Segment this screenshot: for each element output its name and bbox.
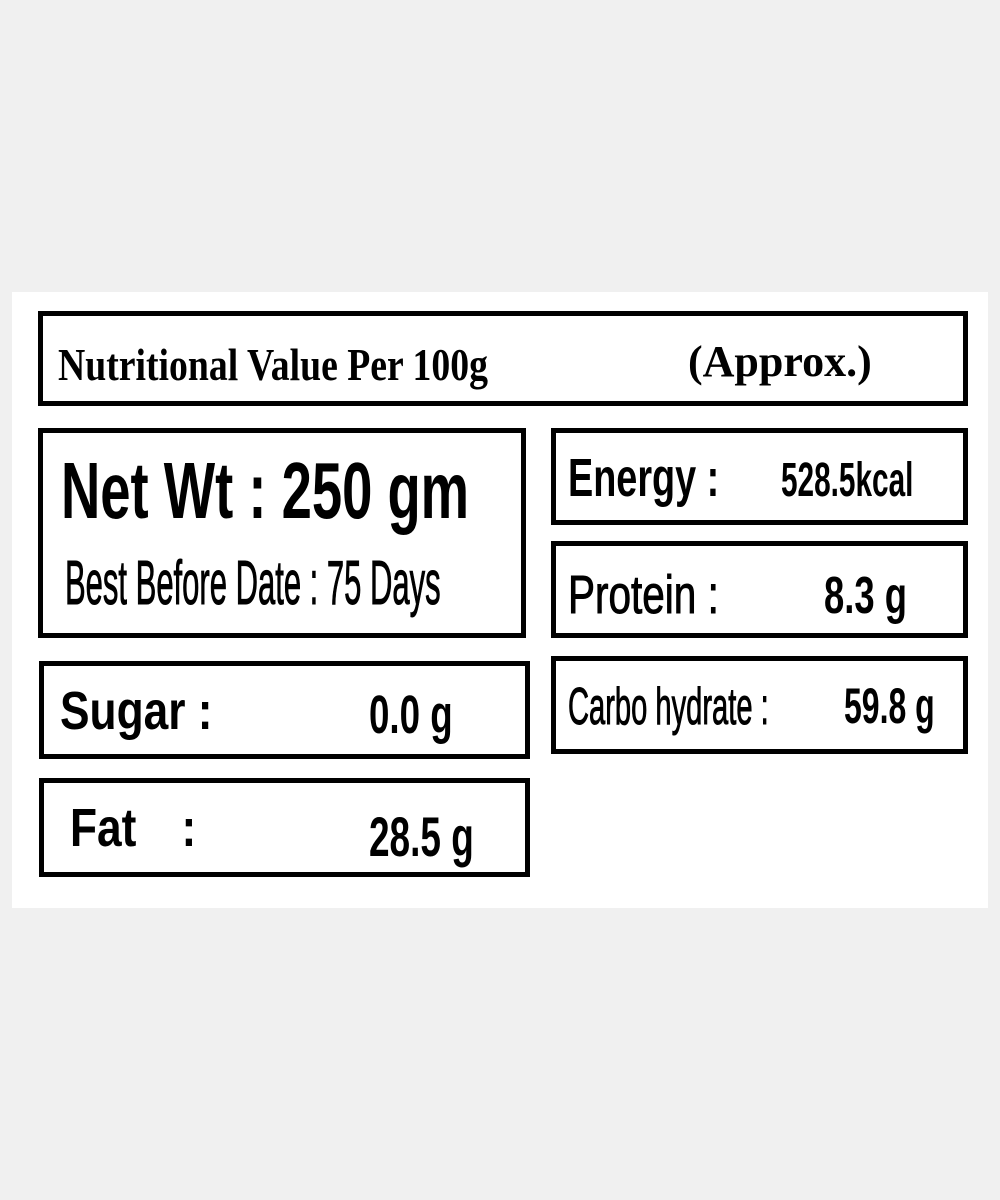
title-box: Nutritional Value Per 100g (Approx.) (38, 311, 968, 406)
sugar-value: 0.0 g (369, 685, 453, 745)
sugar-box: Sugar : 0.0 g (39, 661, 530, 759)
fat-label: Fat : (70, 798, 197, 858)
fat-box: Fat : 28.5 g (39, 778, 530, 877)
energy-value: 528.5kcal (781, 454, 914, 507)
energy-label: Energy : (568, 448, 720, 508)
sugar-label: Sugar : (60, 681, 213, 741)
carbohydrate-label: Carbo hydrate : (568, 678, 769, 736)
fat-value: 28.5 g (369, 805, 474, 868)
carbohydrate-box: Carbo hydrate : 59.8 g (551, 656, 968, 754)
carbohydrate-value: 59.8 g (844, 678, 935, 734)
protein-value: 8.3 g (824, 567, 907, 625)
net-weight-text: Net Wt : 250 gm (61, 446, 470, 535)
protein-label: Protein : (568, 565, 720, 625)
net-weight-box: Net Wt : 250 gm Best Before Date : 75 Da… (38, 428, 526, 638)
energy-box: Energy : 528.5kcal (551, 428, 968, 525)
title-text: Nutritional Value Per 100g (58, 339, 488, 390)
best-before-text: Best Before Date : 75 Days (65, 549, 441, 618)
protein-box: Protein : 8.3 g (551, 541, 968, 638)
title-approx: (Approx.) (688, 337, 872, 386)
